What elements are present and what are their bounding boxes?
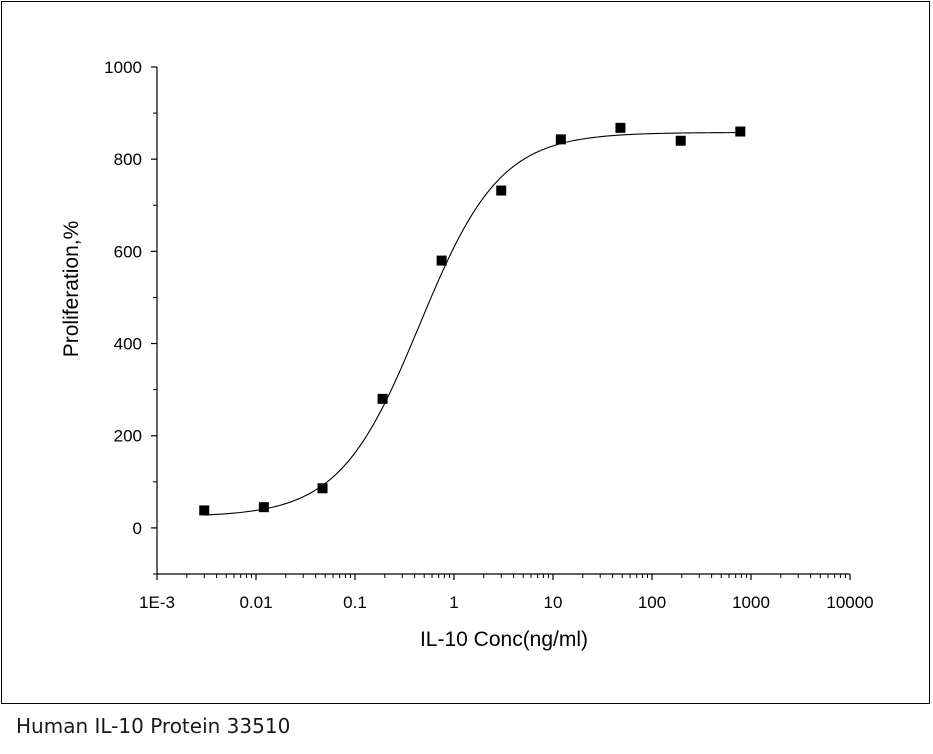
dose-response-chart: 0 200 400 600 800 1000 1E-3 0.01 0.1 1 10 100 1000 10… bbox=[60, 58, 874, 651]
fit-curve-layer bbox=[204, 132, 741, 516]
data-point bbox=[615, 122, 626, 133]
x-tick-label: 10000 bbox=[826, 593, 873, 612]
fit-curve bbox=[204, 132, 741, 516]
data-point bbox=[436, 255, 447, 266]
x-tick-label: 1000 bbox=[732, 593, 770, 612]
x-tick-label: 0.01 bbox=[239, 593, 272, 612]
data-point bbox=[496, 185, 507, 196]
x-tick-label: 1E-3 bbox=[139, 593, 175, 612]
data-point bbox=[555, 134, 566, 145]
y-tick-label: 800 bbox=[114, 150, 142, 169]
data-point bbox=[377, 393, 388, 404]
y-axis-title: Proliferation,% bbox=[60, 221, 83, 358]
data-point bbox=[317, 483, 328, 494]
data-points bbox=[199, 122, 746, 516]
data-point bbox=[735, 126, 746, 137]
y-tick-label: 1000 bbox=[104, 58, 142, 77]
y-tick-label: 200 bbox=[114, 427, 142, 446]
x-tick-label: 100 bbox=[638, 593, 666, 612]
figure-caption: Human IL-10 Protein 33510 bbox=[16, 714, 291, 738]
data-point bbox=[258, 502, 269, 513]
y-tick-label: 400 bbox=[114, 335, 142, 354]
x-tick-label: 1 bbox=[449, 593, 458, 612]
x-tick-label: 0.1 bbox=[343, 593, 367, 612]
y-tick-label: 600 bbox=[114, 242, 142, 261]
data-point bbox=[675, 135, 686, 146]
figure-frame bbox=[1, 1, 930, 704]
y-tick-label: 0 bbox=[133, 519, 142, 538]
x-axis-title: IL-10 Conc(ng/ml) bbox=[420, 628, 588, 651]
data-point bbox=[199, 505, 210, 516]
axes: 0 200 400 600 800 1000 1E-3 0.01 0.1 1 10 100 1000 10… bbox=[104, 58, 873, 612]
x-tick-label: 10 bbox=[544, 593, 563, 612]
